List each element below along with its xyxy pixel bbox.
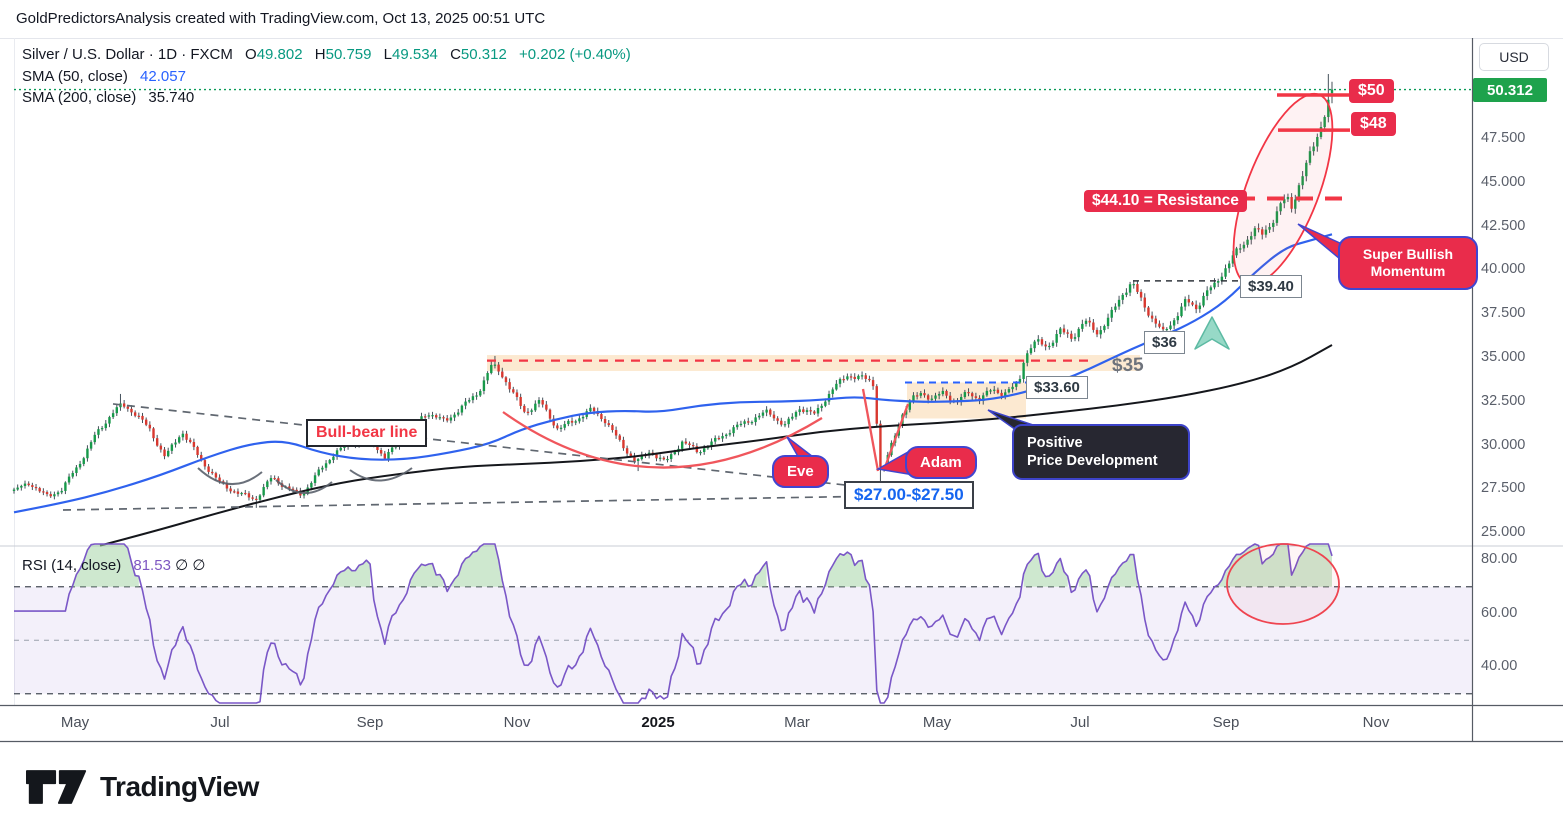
attribution-bar: GoldPredictorsAnalysis created with Trad…	[16, 10, 546, 27]
label-36[interactable]: $36	[1144, 331, 1186, 354]
time-tick-label: Jul	[1070, 714, 1090, 731]
tradingview-logo[interactable]: TradingView	[26, 766, 259, 808]
label-35[interactable]: $35	[1111, 354, 1145, 377]
badge-target-50[interactable]: $50	[1349, 79, 1394, 103]
grid-lines	[0, 38, 1563, 743]
legend-sma50-row[interactable]: SMA (50, close) 42.057	[22, 67, 186, 85]
time-tick-label: Nov	[1362, 714, 1390, 731]
label-bull-bear-line[interactable]: Bull-bear line	[306, 419, 428, 447]
label-33-60[interactable]: $33.60	[1026, 376, 1088, 399]
callout-positive-price-development[interactable]: Positive Price Development	[1012, 424, 1190, 480]
price-tick-label: 27.500	[1481, 480, 1526, 497]
price-tick-label: 30.000	[1481, 436, 1526, 453]
legend-sma200-row[interactable]: SMA (200, close) 35.740	[22, 89, 195, 106]
price-tick-label: 37.500	[1481, 305, 1526, 322]
time-tick-label: Sep	[356, 714, 384, 731]
time-tick-label: May	[60, 714, 90, 731]
time-tick-label: Sep	[1212, 714, 1240, 731]
callout-eve[interactable]: Eve	[772, 455, 829, 488]
badge-target-48[interactable]: $48	[1351, 112, 1396, 136]
price-tick-label: 35.000	[1481, 349, 1526, 365]
legend-symbol-row[interactable]: Silver / U.S. Dollar · 1D · FXCM O49.802…	[22, 46, 631, 63]
last-price-badge: 50.312	[1473, 78, 1547, 102]
time-tick-label: Nov	[503, 714, 531, 731]
rsi-tick-label: 60.00	[1481, 604, 1518, 621]
tradingview-logo-icon	[26, 770, 87, 804]
rsi-hidden-plots: ∅ ∅	[175, 557, 206, 574]
drawing-annotations	[14, 88, 1472, 511]
label-39-40[interactable]: $39.40	[1240, 275, 1302, 298]
time-tick-label: 2025	[641, 714, 675, 731]
price-tick-label: 42.500	[1481, 217, 1526, 234]
rsi-legend-row[interactable]: RSI (14, close) 81.53 ∅ ∅	[22, 557, 206, 574]
label-range-27-00-27-50[interactable]: $27.00-$27.50	[844, 481, 974, 509]
rsi-pane	[14, 543, 1472, 704]
time-tick-label: Jul	[210, 714, 230, 731]
time-tick-label: May	[922, 714, 952, 731]
rsi-tick-label: 80.00	[1481, 551, 1518, 567]
symbol-title: Silver / U.S. Dollar · 1D · FXCM	[22, 46, 233, 63]
rsi-tick-label: 40.00	[1481, 658, 1518, 674]
chart-legend: Silver / U.S. Dollar · 1D · FXCM O49.802…	[22, 44, 631, 109]
price-tick-label: 47.500	[1481, 129, 1526, 146]
usd-button[interactable]: USD	[1479, 43, 1549, 71]
label-resistance-44-10[interactable]: $44.10 = Resistance	[1084, 190, 1247, 212]
callout-adam[interactable]: Adam	[905, 446, 977, 479]
price-tick-label: 25.000	[1481, 524, 1526, 541]
tradingview-logo-text: TradingView	[100, 771, 259, 802]
price-tick-label: 45.000	[1481, 173, 1526, 190]
price-tick-label: 40.000	[1481, 261, 1526, 278]
time-tick-label: Mar	[784, 714, 810, 731]
callout-super-bullish-momentum[interactable]: Super Bullish Momentum	[1338, 236, 1478, 290]
price-tick-label: 32.500	[1481, 392, 1526, 409]
